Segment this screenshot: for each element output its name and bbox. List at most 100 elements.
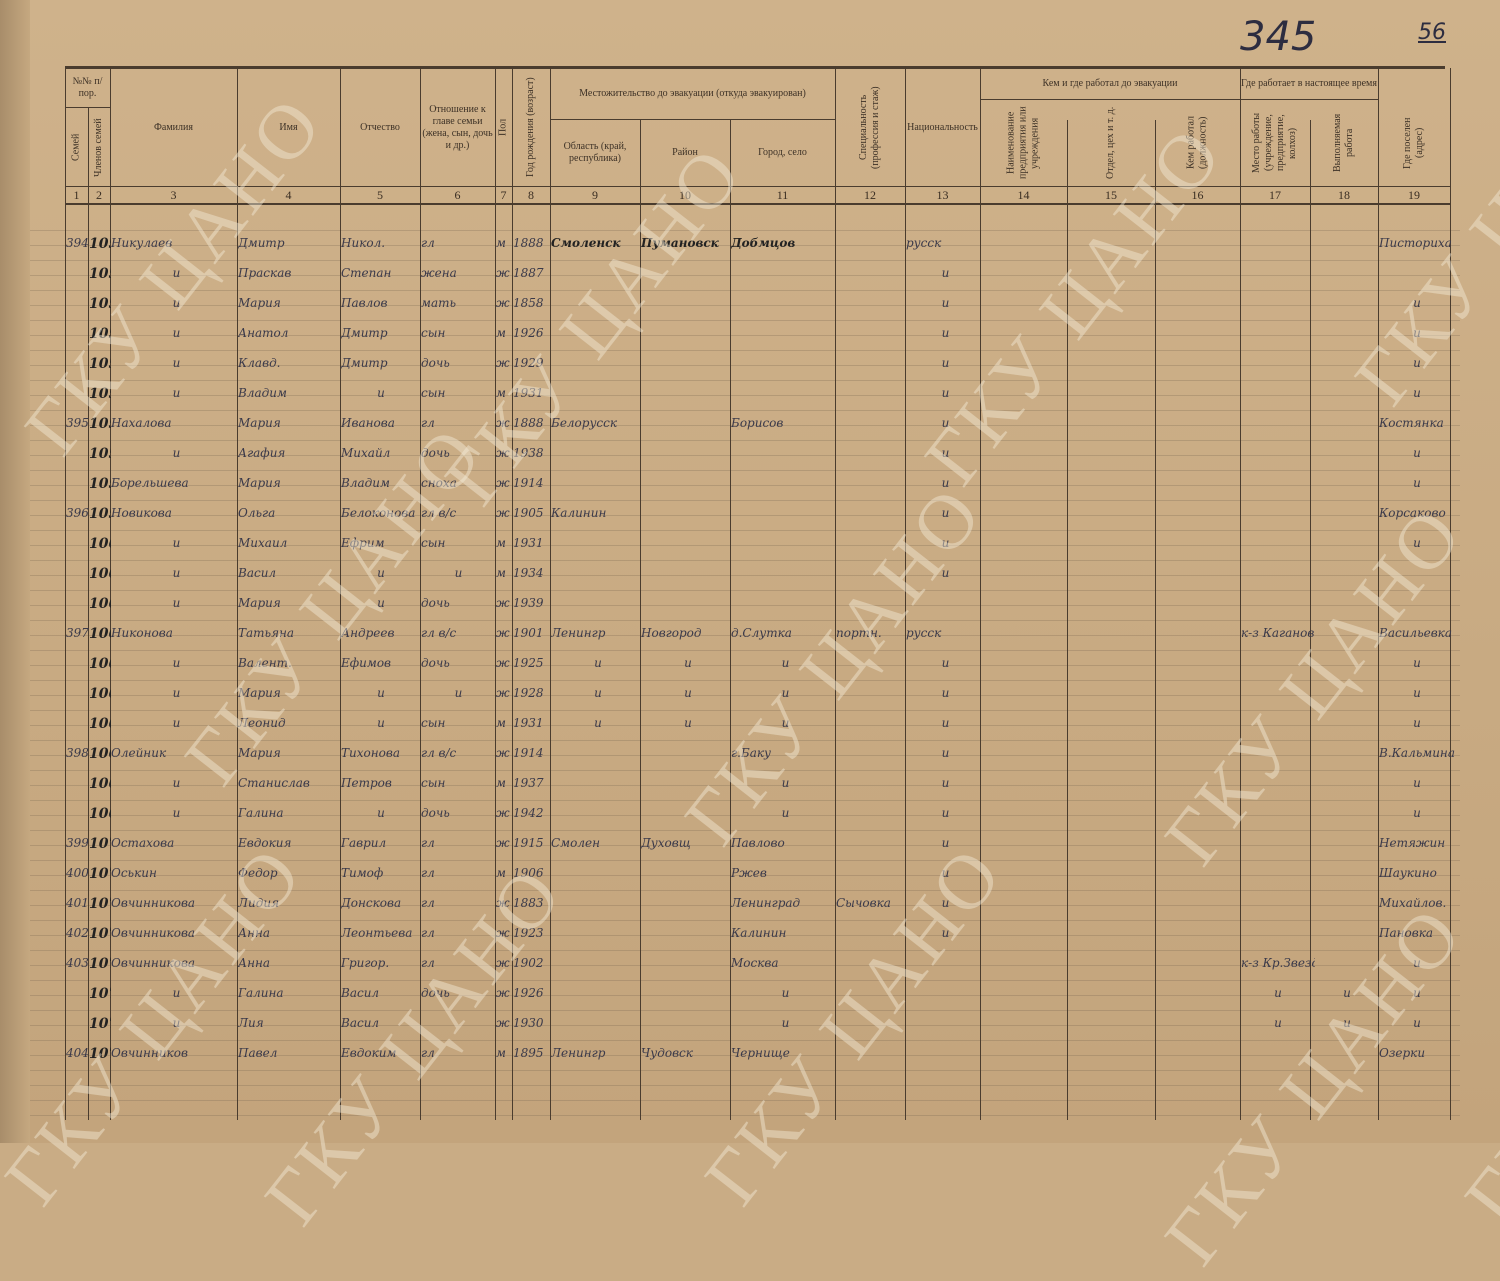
table-cell: 1053 xyxy=(89,326,111,342)
table-cell: ж xyxy=(496,836,510,850)
ruled-line xyxy=(30,290,1460,291)
residence-group-line xyxy=(550,119,835,120)
table-cell: 1887 xyxy=(513,266,544,280)
ruled-line xyxy=(30,860,1460,861)
table-cell: Анна xyxy=(238,956,271,970)
header-bottom-line xyxy=(65,186,1450,187)
table-cell: Ефрим xyxy=(341,536,385,550)
table-cell: и xyxy=(941,386,950,400)
table-cell: Мария xyxy=(238,416,281,430)
table-cell: Михайлов. xyxy=(1379,896,1447,910)
column-number: 16 xyxy=(1191,188,1204,202)
table-cell: и xyxy=(941,536,950,550)
table-cell: 1858 xyxy=(513,296,544,310)
table-cell: Праскав xyxy=(238,266,292,280)
table-cell: сын xyxy=(421,536,446,550)
header-column-3: Фамилия xyxy=(154,121,193,133)
header-work-now-group: Где работает в настоящее время xyxy=(1241,78,1377,89)
column-divider xyxy=(1155,120,1156,1120)
table-cell: Лидия xyxy=(238,896,280,910)
ruled-line xyxy=(30,905,1460,906)
table-cell: и xyxy=(1413,536,1421,550)
table-cell: 1057 xyxy=(89,446,111,462)
table-cell: Степан xyxy=(341,266,392,280)
table-cell: и xyxy=(684,716,692,730)
table-cell: 1942 xyxy=(513,806,544,820)
table-cell: и xyxy=(941,926,950,940)
table-cell: ж xyxy=(496,926,510,940)
table-cell: и xyxy=(1343,1016,1351,1030)
table-cell: портн. xyxy=(836,626,882,640)
table-cell: Ольга xyxy=(238,506,276,520)
table-cell: Добмцов xyxy=(731,236,796,250)
column-number: 12 xyxy=(864,188,876,202)
table-cell: Шаукино xyxy=(1379,866,1437,880)
table-cell: г.Баку xyxy=(731,746,771,760)
column-number: 1 xyxy=(73,188,80,202)
table-cell: м xyxy=(496,866,506,880)
table-cell: и xyxy=(1413,956,1421,970)
ruled-line xyxy=(30,605,1460,606)
header-column-2: Членов семей xyxy=(93,118,104,177)
table-cell: 1052 xyxy=(89,296,111,312)
table-cell: и xyxy=(941,836,950,850)
table-cell: 1926 xyxy=(513,986,544,1000)
column-divider xyxy=(495,68,496,1120)
table-cell: Овчинникова xyxy=(111,926,196,940)
table-cell: Никулаев xyxy=(111,236,173,250)
column-number: 19 xyxy=(1408,188,1420,202)
ruled-line xyxy=(30,935,1460,936)
table-cell: Новгород xyxy=(641,626,702,640)
ruled-line xyxy=(30,665,1460,666)
table-cell: Нетяжин xyxy=(1379,836,1446,850)
column-divider xyxy=(512,68,513,1120)
table-cell: Иванова xyxy=(341,416,395,430)
table-cell: Олейник xyxy=(111,746,167,760)
table-cell: к-з Кр.Звезда xyxy=(1241,956,1315,970)
table-cell: гл xyxy=(421,926,435,940)
table-cell: гл xyxy=(421,956,435,970)
table-cell: и xyxy=(172,716,181,730)
table-cell: ж xyxy=(496,746,510,760)
table-cell: Евдоким xyxy=(341,1046,397,1060)
table-cell: и xyxy=(172,386,181,400)
table-cell: сын xyxy=(421,716,446,730)
table-cell: Федор xyxy=(238,866,278,880)
nn-divider xyxy=(65,107,110,108)
table-cell: ж xyxy=(496,296,510,310)
table-cell: 1073 xyxy=(89,926,111,942)
table-cell: и xyxy=(172,566,181,580)
table-cell: и xyxy=(172,656,181,670)
ruled-line xyxy=(30,245,1460,246)
table-cell: Белорусск xyxy=(551,416,618,430)
table-cell: ж xyxy=(496,686,510,700)
column-number: 3 xyxy=(170,188,177,202)
table-cell: Писториха xyxy=(1379,236,1452,250)
table-cell: 1050 xyxy=(89,236,111,252)
table-cell: 1928 xyxy=(513,686,544,700)
table-cell: 1075 xyxy=(89,986,111,1002)
table-cell: 399 xyxy=(66,836,89,850)
ruled-line xyxy=(30,755,1460,756)
table-cell: Корсаково xyxy=(1379,506,1446,520)
table-cell: 1905 xyxy=(513,506,544,520)
table-cell: русск xyxy=(906,236,942,250)
table-cell: Мария xyxy=(238,476,281,490)
column-divider xyxy=(550,68,551,1120)
top-border xyxy=(65,66,1445,69)
table-cell: 1069 xyxy=(89,806,111,822)
table-cell: Анатол xyxy=(238,326,289,340)
table-cell: Овчинникова xyxy=(111,896,196,910)
column-divider xyxy=(1378,68,1379,1120)
table-cell: 400 xyxy=(66,866,89,880)
table-cell: и xyxy=(172,266,181,280)
table-cell: и xyxy=(377,566,385,580)
table-cell: и xyxy=(781,686,790,700)
header-column-5: Отчество xyxy=(360,121,400,133)
table-cell: и xyxy=(1274,1016,1282,1030)
table-cell: и xyxy=(454,686,463,700)
ruled-line xyxy=(30,485,1460,486)
table-cell: и xyxy=(1413,1016,1421,1030)
binding-edge xyxy=(0,0,30,1143)
table-cell: Дмитр xyxy=(341,326,388,340)
